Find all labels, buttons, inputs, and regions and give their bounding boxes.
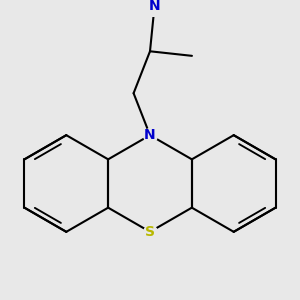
Text: S: S [145, 225, 155, 239]
Text: N: N [144, 128, 156, 142]
Text: N: N [149, 0, 161, 13]
